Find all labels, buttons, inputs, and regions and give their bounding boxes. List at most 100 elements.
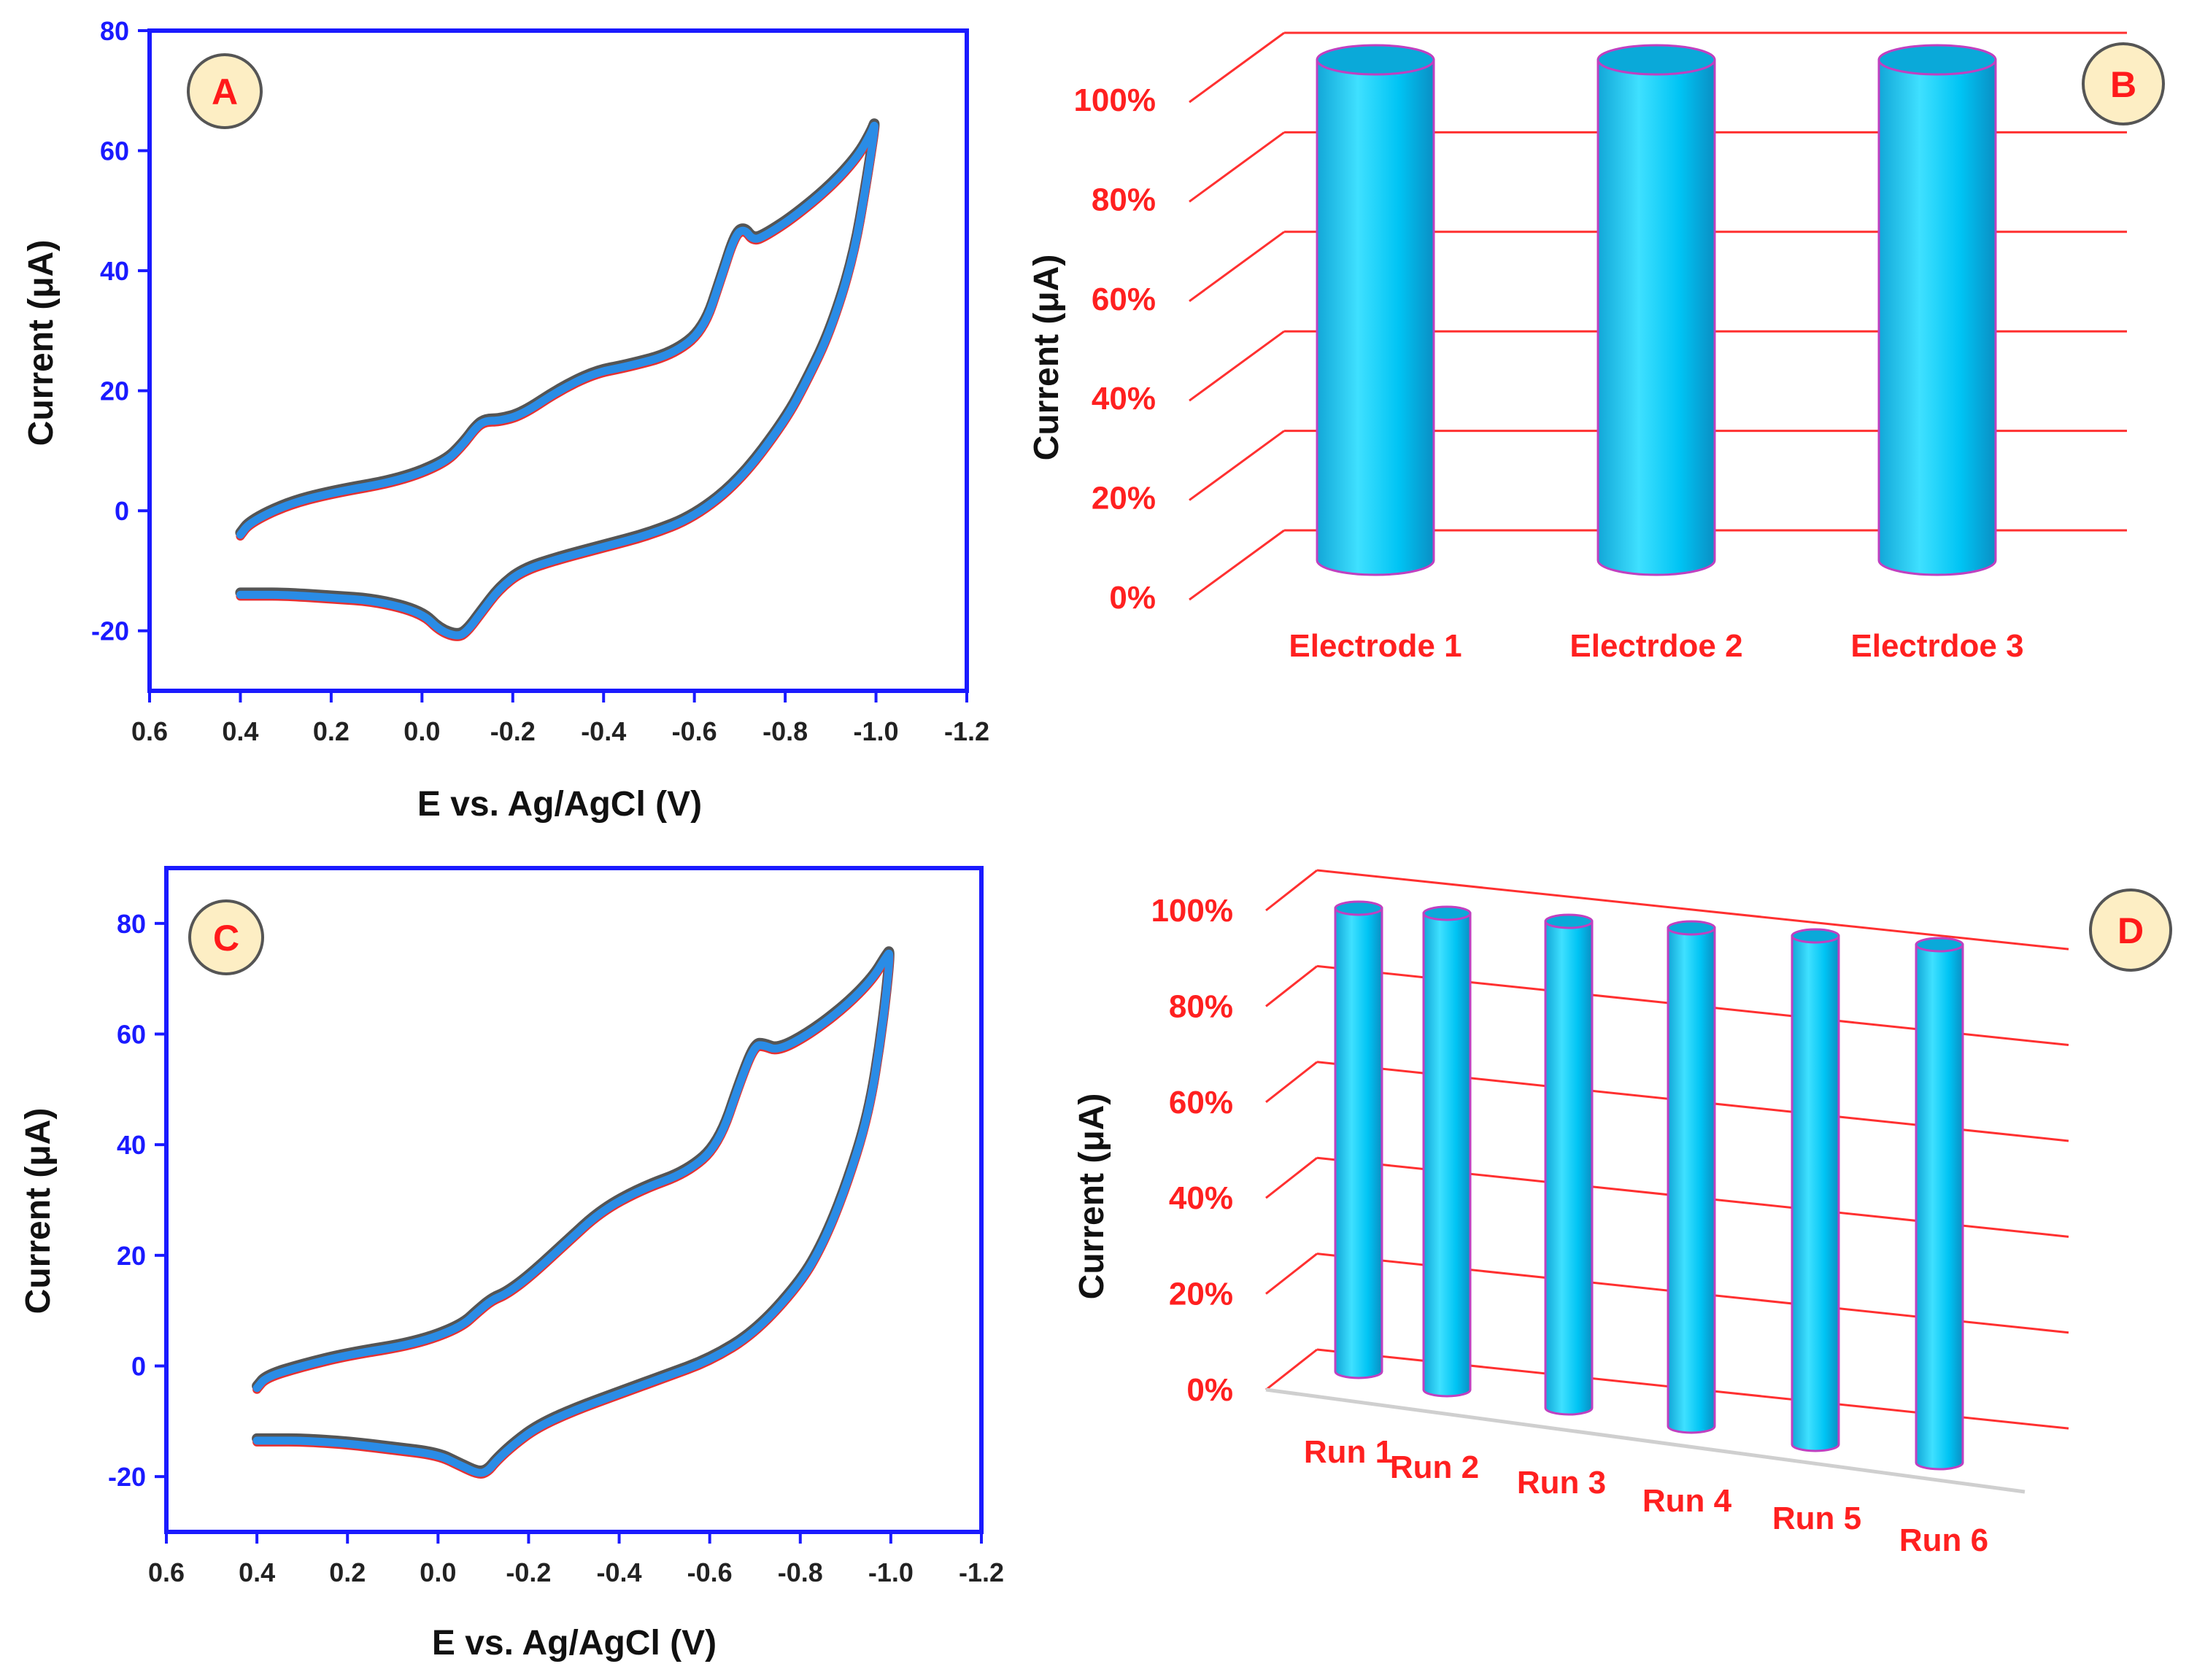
panel-a-plot-frame (147, 28, 969, 693)
panel-a-x-axis-title: E vs. Ag/AgCl (V) (417, 785, 702, 824)
panelC-y-tick-label: 0 (131, 1352, 146, 1382)
panelA-x-tick-label: -0.2 (490, 716, 536, 746)
panel-b-bar (1316, 44, 1435, 576)
panel-b-y-tick-label: 60% (1092, 282, 1156, 317)
panelC-y-tick-label: 20 (117, 1241, 146, 1271)
panelA-y-tick-label: 40 (100, 256, 129, 286)
panel-c-badge (188, 899, 264, 975)
panelC-x-tick-label: -0.6 (687, 1557, 733, 1587)
panel-b: 100% 80% 60% 40% 20% 0% Electrode 1 Electrdoe … (1027, 31, 2165, 664)
panel-b-grid-diagonal (1189, 430, 1285, 501)
panel-d-bar (1791, 928, 1840, 1452)
panel-a-x-tick-labels: 0.6 0.4 0.2 0.0 -0.2 -0.4 -0.6 -0.8 -1.0 -1.2 (131, 716, 989, 746)
panel-d-grid-diagonal (1265, 1253, 1318, 1295)
panelA-x-tick-label: -0.8 (762, 716, 808, 746)
panel-d-bar (1544, 913, 1594, 1416)
panel-b-bar-body (1877, 58, 1997, 576)
panel-b-grid-diagonal (1189, 231, 1285, 303)
panelA-x-tick-label: 0.2 (313, 716, 350, 746)
panel-d-y-tick-label: 100% (1151, 893, 1233, 929)
panel-d-category-label: Run 1 (1304, 1434, 1393, 1470)
panel-b-y-tick-label: 40% (1092, 381, 1156, 417)
panel-c-plot-frame (164, 866, 984, 1534)
panel-c: 0.6 0.4 0.2 0.0 -0.2 -0.4 -0.6 -0.8 -1.0 -1.2 80 6… (19, 866, 1004, 1662)
panel-b-category-label: Electrode 1 (1289, 628, 1462, 664)
panel-d-bar-body (1422, 912, 1472, 1398)
panelC-x-tick-label: -0.8 (778, 1557, 823, 1587)
panel-d-grid-diagonal (1265, 965, 1318, 1007)
panel-b-bar-top (1596, 44, 1716, 76)
panel-d-bar-top (1791, 928, 1840, 944)
panel-b-bars (1316, 44, 1997, 576)
panelC-y-tick-label: -20 (108, 1462, 146, 1492)
panelC-curve-red (252, 951, 894, 1479)
panel-d-bar (1915, 937, 1964, 1471)
panel-d-bar-top (1667, 920, 1716, 936)
panel-d-grid-line (1316, 869, 2069, 951)
panel-b-grid-diagonal (1189, 330, 1285, 402)
panel-c-y-axis-title: Current (μA) (19, 1108, 58, 1315)
panel-d-grid-diagonal (1265, 1348, 1318, 1391)
panelC-x-tick-label: -0.4 (597, 1557, 642, 1587)
panel-d-y-tick-label: 80% (1169, 988, 1233, 1024)
panel-d-bar-top (1422, 905, 1472, 921)
panel-b-y-tick-label: 80% (1092, 182, 1156, 217)
panelC-curve-blue (252, 949, 894, 1477)
panel-d-bar (1334, 900, 1383, 1379)
panel-d-bar-body (1791, 934, 1840, 1452)
panel-d-floor-edge (1265, 1387, 2026, 1494)
panelA-x-tick-label: 0.4 (222, 716, 258, 746)
panel-b-bar-top (1316, 44, 1435, 76)
panelA-curve-blue (236, 121, 879, 640)
panel-b-badge-label: B (2110, 64, 2136, 105)
panel-c-badge-label: C (213, 918, 239, 959)
panel-b-y-tick-label: 100% (1073, 82, 1156, 118)
panel-b-badge (2082, 42, 2165, 125)
panel-d-badge (2089, 889, 2172, 972)
panel-d-category-label: Run 5 (1772, 1501, 1861, 1536)
panel-a-badge (187, 53, 263, 129)
panel-b-grid-diagonal (1189, 31, 1285, 104)
panel-b-y-tick-label: 0% (1109, 580, 1156, 616)
panel-d-category-label: Run 6 (1899, 1522, 1988, 1558)
panel-b-y-axis-title: Current (μA) (1027, 255, 1066, 461)
panel-d-bar (1667, 920, 1716, 1434)
panel-b-bar (1596, 44, 1716, 576)
panel-b-y-tick-label: 20% (1092, 481, 1156, 516)
panel-c-ticks (155, 921, 983, 1544)
panelA-x-tick-label: 0.0 (404, 716, 440, 746)
panel-d-y-tick-label: 20% (1169, 1277, 1233, 1312)
panel-b-category-label: Electrdoe 3 (1850, 628, 2023, 664)
panel-c-curves (252, 946, 895, 1479)
panelC-x-tick-label: 0.6 (148, 1557, 185, 1587)
panelA-x-tick-label: -1.0 (854, 716, 899, 746)
panel-d-bar-body (1334, 907, 1383, 1379)
panel-d-bar-body (1915, 943, 1964, 1471)
panel-d-category-label: Run 4 (1642, 1483, 1732, 1519)
panel-d-y-tick-labels: 100% 80% 60% 40% 20% 0% (1151, 893, 1233, 1408)
panel-c-y-tick-labels: 80 60 40 20 0 -20 (108, 909, 146, 1492)
panelA-x-tick-label: 0.6 (131, 716, 168, 746)
panelC-x-tick-label: 0.2 (329, 1557, 366, 1587)
panel-b-bar (1877, 44, 1997, 576)
panel-d-badge-label: D (2117, 910, 2144, 951)
panel-c-x-tick-labels: 0.6 0.4 0.2 0.0 -0.2 -0.4 -0.6 -0.8 -1.0 -1.2 (148, 1557, 1004, 1587)
panel-b-category-labels: Electrode 1 Electrdoe 2 Electrdoe 3 (1289, 628, 2023, 664)
panel-d-grid-diagonal (1265, 869, 1318, 912)
panel-b-y-tick-labels: 100% 80% 60% 40% 20% 0% (1073, 82, 1156, 616)
panel-d-category-label: Run 3 (1517, 1465, 1606, 1501)
panelC-x-tick-label: -0.2 (506, 1557, 551, 1587)
panelC-y-tick-label: 60 (117, 1020, 146, 1050)
panelC-x-tick-label: 0.0 (420, 1557, 456, 1587)
panel-d-bar-top (1334, 900, 1383, 916)
panelA-y-tick-label: 60 (100, 136, 129, 166)
panelA-y-tick-label: 80 (100, 16, 129, 46)
panel-a: 0.6 0.4 0.2 0.0 -0.2 -0.4 -0.6 -0.8 -1.0 -1.2 80 6… (22, 16, 989, 824)
panel-b-grid-diagonal (1189, 529, 1285, 601)
panel-a-y-axis-title: Current (μA) (22, 240, 61, 446)
panel-a-ticks (138, 29, 968, 702)
panelA-x-tick-label: -0.4 (581, 716, 626, 746)
